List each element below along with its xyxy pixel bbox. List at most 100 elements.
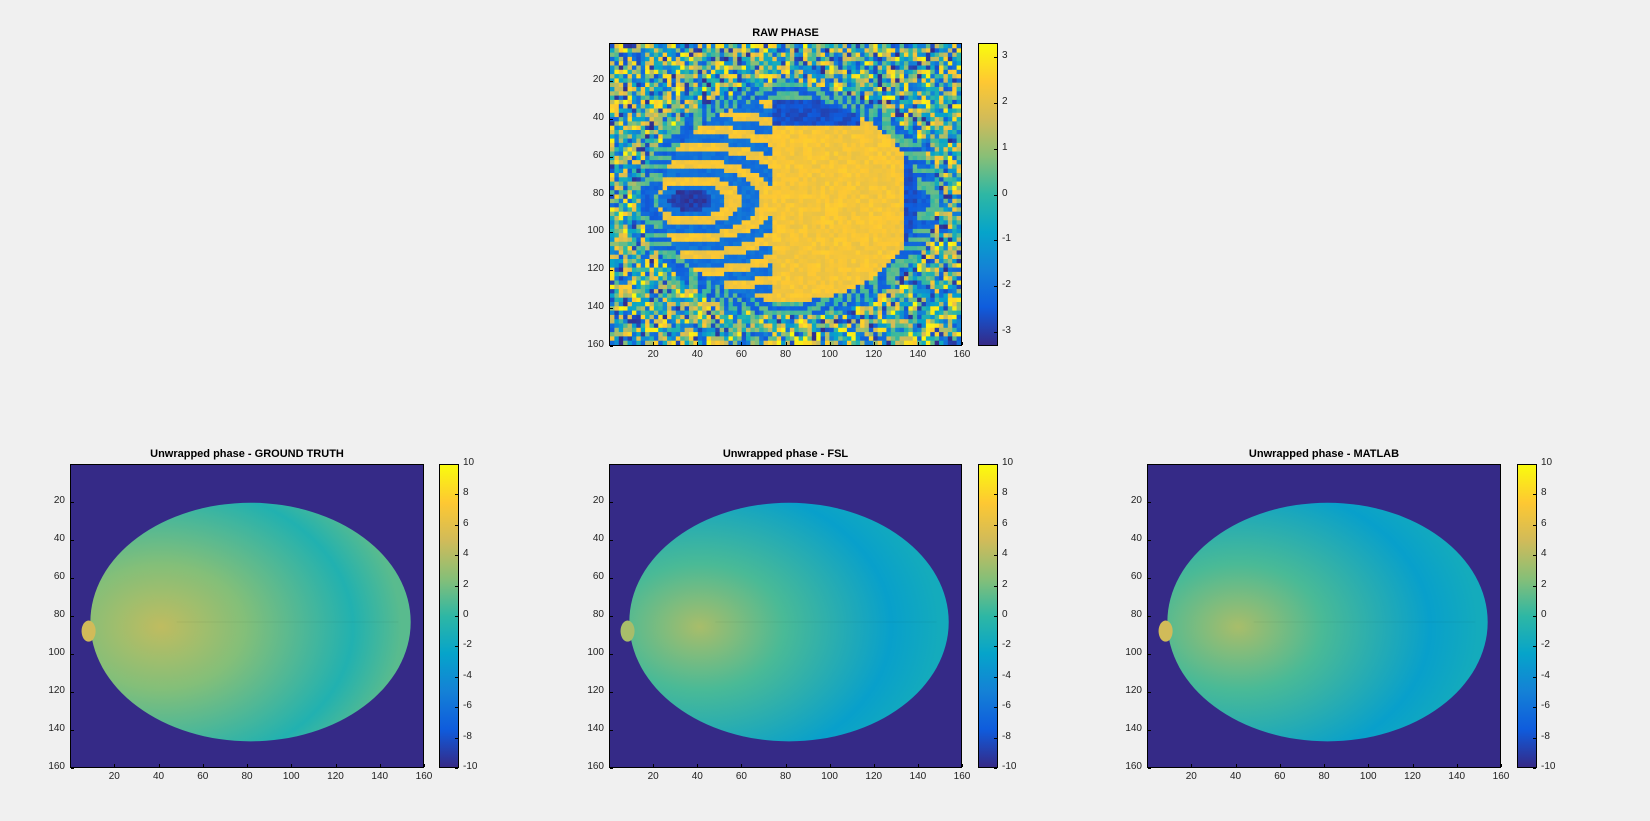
raw-colorbar-tick-mark [994,240,997,242]
fsl-ytick-mark [610,768,613,769]
matlab-ytick-mark [1148,730,1151,731]
fsl-xtick-mark [697,764,699,767]
gt-colorbar-tick-label: 8 [463,487,469,499]
fsl-colorbar-tick-label: -8 [1002,730,1011,742]
gt-ytick-label: 80 [53,609,65,620]
fsl-heatmap [610,465,961,767]
gt-colorbar-tick-mark [455,676,458,678]
matlab-xtick-mark [1324,764,1325,767]
fsl-colorbar-tick-mark [994,646,997,648]
raw-colorbar-tick-label: 2 [1002,95,1008,107]
matlab-colorbar-tick-label: 8 [1541,487,1547,499]
gt-colorbar-tick-label: 2 [463,578,469,590]
raw-xtick-label: 120 [865,349,883,360]
gt-ytick-label: 20 [53,495,65,506]
matlab-colorbar-tick-mark [1533,555,1536,557]
fsl-xtick-mark [873,764,875,767]
gt-colorbar-tick-label: -10 [463,761,478,772]
matlab-xtick-label: 60 [1274,771,1286,782]
matlab-colorbar-tick-mark [1533,464,1536,465]
gt-ytick-mark [71,730,74,731]
fsl-colorbar [978,464,998,768]
fsl-colorbar-tick-label: -10 [1002,761,1017,772]
gt-xtick-label: 120 [327,771,344,782]
matlab-ytick-mark [1148,692,1151,693]
gt-ytick-label: 40 [53,533,65,544]
matlab-title: Unwrapped phase - MATLAB [1248,448,1400,460]
fsl-image-axes [609,464,962,768]
gt-colorbar-tick-label: -4 [463,669,472,681]
fsl-colorbar-tick-label: 10 [1002,457,1014,468]
raw-colorbar-tick-label: -2 [1002,279,1011,291]
matlab-colorbar-tick-label: -2 [1541,639,1550,651]
fsl-ytick-mark [610,654,613,655]
gt-colorbar-tick-mark [455,585,458,587]
fsl-ytick-mark [610,502,613,503]
raw-colorbar-tick-label: -1 [1002,233,1011,245]
matlab-colorbar-tick-label: 6 [1541,517,1547,529]
fsl-ytick-mark [610,616,613,617]
matlab-xtick-mark [1235,764,1237,767]
matlab-xtick-mark [1368,764,1370,767]
raw-ytick-mark [610,308,613,310]
gt-xtick-mark [335,764,337,767]
matlab-colorbar-tick-mark [1533,646,1536,648]
raw-xtick-label: 60 [735,349,747,360]
raw-ytick-mark [610,270,613,272]
matlab-xtick-label: 20 [1185,771,1197,782]
matlab-colorbar-tick-mark [1533,585,1536,587]
matlab-colorbar-tick-label: 2 [1541,578,1547,590]
gt-xtick-label: 20 [108,771,120,782]
raw-ytick-label: 140 [587,301,604,313]
fsl-colorbar-tick-mark [994,524,997,526]
raw-heatmap [610,44,961,345]
fsl-xtick-label: 100 [821,771,838,782]
gt-colorbar-tick-label: 4 [463,548,469,560]
brain-region [629,502,949,742]
raw-xtick-mark [829,342,831,345]
raw-colorbar-tick-label: 3 [1002,49,1008,61]
raw-xtick-label: 140 [909,349,927,360]
gt-colorbar-tick-mark [455,707,458,709]
fsl-colorbar-tick-mark [994,737,997,739]
fsl-colorbar-tick-mark [994,585,997,587]
matlab-ytick-mark [1148,654,1151,655]
fsl-colorbar-tick-label: -6 [1002,700,1011,712]
raw-colorbar-tick-label: 1 [1002,141,1008,153]
matlab-colorbar-tick-mark [1533,524,1536,526]
raw-xtick-mark [873,342,875,345]
gt-colorbar-tick-label: -2 [463,639,472,651]
fsl-ytick-mark [610,578,613,579]
fsl-ytick-label: 40 [592,533,604,544]
gt-colorbar-tick-label: 10 [463,457,475,468]
gt-colorbar-tick-label: -6 [463,700,472,712]
fsl-colorbar-tick-mark [994,768,997,769]
gt-ytick-mark [71,540,74,541]
raw-xtick-mark [741,342,743,345]
gt-colorbar-tick-mark [455,555,458,557]
gt-ytick-mark [71,578,74,579]
gt-ytick-mark [71,654,74,655]
matlab-colorbar-tick-mark [1533,494,1536,496]
raw-ytick-mark [610,346,613,347]
gt-xtick-mark [158,764,160,767]
gt-xtick-mark [291,764,293,767]
gt-colorbar [439,464,459,768]
raw-colorbar-tick-mark [994,194,997,196]
raw-xtick-mark [785,342,787,345]
raw-xtick-mark [653,342,655,345]
fsl-xtick-mark [785,764,787,767]
fsl-ytick-label: 20 [592,495,604,506]
fsl-ytick-label: 100 [587,647,604,658]
matlab-ytick-label: 40 [1130,533,1142,544]
matlab-ytick-mark [1148,502,1151,503]
matlab-ytick-label: 100 [1125,647,1142,658]
raw-xtick-label: 20 [647,349,659,360]
matlab-xtick-label: 40 [1229,771,1242,782]
matlab-colorbar-tick-label: 10 [1541,457,1553,468]
gt-ytick-mark [71,616,74,617]
matlab-colorbar-tick-mark [1533,616,1536,617]
matlab-xtick-mark [1501,764,1502,767]
matlab-ytick-mark [1148,768,1151,769]
matlab-ytick-label: 140 [1125,723,1142,734]
